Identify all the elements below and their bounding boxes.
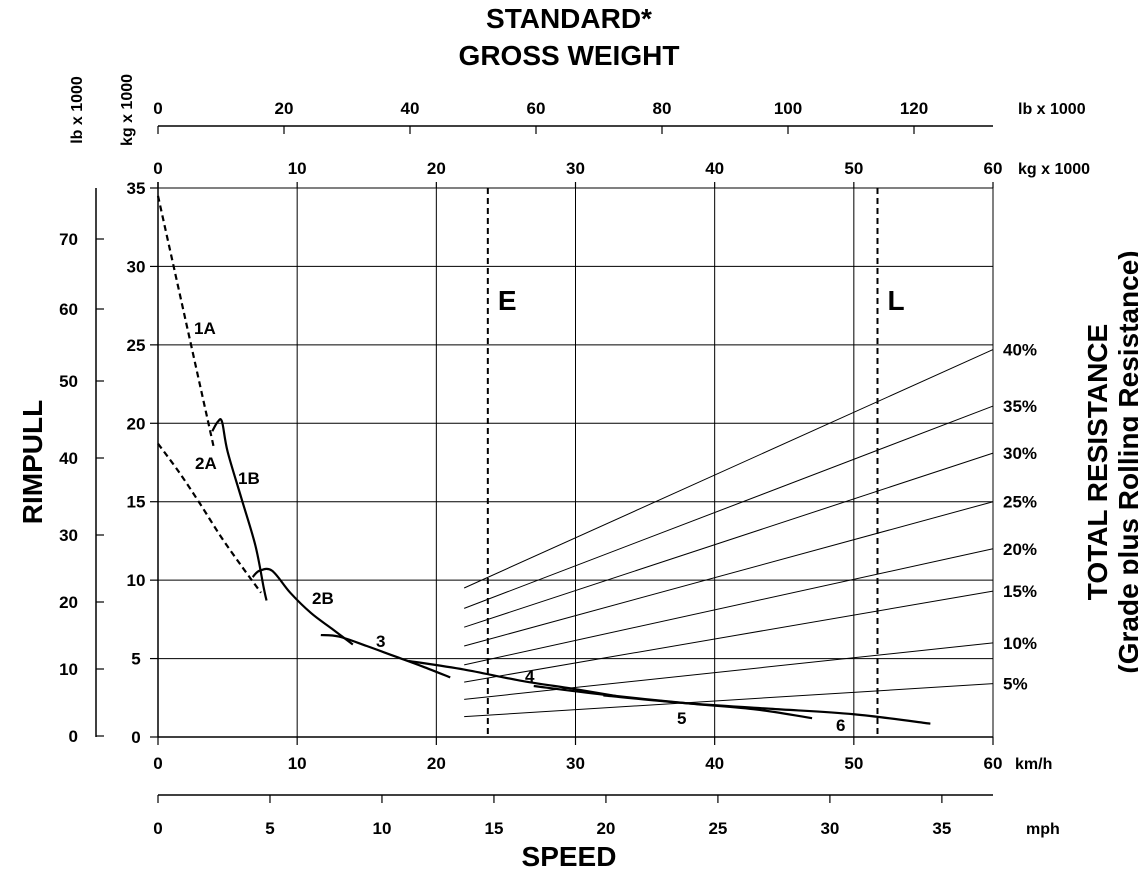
y-tick-lb: 40	[59, 449, 78, 468]
gear-curve-2A	[157, 443, 262, 594]
y-tick-lb: 60	[59, 300, 78, 319]
weight-tick-lb: 100	[774, 99, 802, 118]
resistance-label: 25%	[1003, 493, 1037, 512]
chart-title-line-2: GROSS WEIGHT	[459, 40, 680, 71]
chart-title-line-1: STANDARD*	[486, 3, 652, 34]
weight-tick-lb: 40	[401, 99, 420, 118]
resistance-line	[464, 590, 994, 683]
gear-curve-1B	[211, 418, 268, 601]
weight-tick-kg: 50	[844, 159, 863, 178]
x-tick-kmh: 40	[705, 754, 724, 773]
weight-tick-kg: 40	[705, 159, 724, 178]
y-tick-lb: 70	[59, 230, 78, 249]
right-axis-title-line-2: (Grade plus Rolling Resistance)	[1113, 250, 1138, 673]
gear-curve-3	[320, 633, 451, 679]
x-tick-kmh: 0	[153, 754, 162, 773]
resistance-lines: 40% 35% 30% 25% 20% 15% 10% 5%	[463, 341, 1037, 718]
y-tick-kg: 25	[127, 336, 146, 355]
y-tick-kg: 10	[127, 571, 146, 590]
gear-curve-4	[408, 659, 618, 698]
kg-unit-top-right: kg x 1000	[1018, 161, 1090, 178]
lb-unit-top-right: lb x 1000	[1018, 101, 1086, 118]
y-tick-kg: 5	[131, 650, 140, 669]
resistance-line	[464, 501, 994, 647]
resistance-line	[464, 452, 994, 628]
resistance-label: 5%	[1003, 675, 1028, 694]
chart-labels: STANDARD* GROSS WEIGHT SPEED RIMPULL TOT…	[17, 3, 1138, 872]
resistance-label: 30%	[1003, 444, 1037, 463]
x-tick-mph: 30	[820, 819, 839, 838]
gear-curve-1A	[156, 195, 215, 448]
gear-label: 1B	[238, 469, 260, 488]
resistance-label: 35%	[1003, 397, 1037, 416]
y-tick-lb: 30	[59, 526, 78, 545]
resistance-label: 10%	[1003, 634, 1037, 653]
gear-label: 2B	[312, 589, 334, 608]
gear-label: 6	[836, 716, 845, 735]
weight-marker-label: E	[498, 285, 517, 316]
resistance-line	[464, 683, 994, 718]
x-tick-mph: 35	[932, 819, 951, 838]
x-tick-kmh: 30	[566, 754, 585, 773]
resistance-label: 15%	[1003, 582, 1037, 601]
y-tick-lb: 50	[59, 372, 78, 391]
weight-tick-kg: 0	[153, 159, 162, 178]
lb-unit-left-vertical: lb x 1000	[69, 76, 86, 144]
x-tick-mph: 20	[596, 819, 615, 838]
y-tick-kg: 35	[127, 179, 146, 198]
weight-tick-lb: 80	[653, 99, 672, 118]
y-axis-title: RIMPULL	[17, 400, 48, 524]
right-axis-title-line-1: TOTAL RESISTANCE	[1082, 324, 1113, 600]
weight-tick-kg: 60	[984, 159, 1003, 178]
weight-tick-lb: 0	[153, 99, 162, 118]
x-tick-mph: 0	[153, 819, 162, 838]
y-tick-lb: 20	[59, 593, 78, 612]
y-tick-kg: 30	[127, 257, 146, 276]
x-tick-mph: 15	[484, 819, 503, 838]
weight-tick-lb: 60	[527, 99, 546, 118]
x-tick-kmh: 10	[288, 754, 307, 773]
gear-label: 5	[677, 709, 686, 728]
kmh-unit: km/h	[1015, 756, 1052, 773]
mph-unit: mph	[1026, 821, 1060, 838]
weight-marker-label: L	[887, 285, 904, 316]
y-tick-lb: 10	[59, 660, 78, 679]
weight-tick-kg: 20	[427, 159, 446, 178]
resistance-line	[463, 349, 994, 589]
resistance-line	[463, 405, 994, 609]
resistance-label: 40%	[1003, 341, 1037, 360]
x-tick-kmh: 60	[984, 754, 1003, 773]
y-tick-lb: 0	[69, 727, 78, 746]
gear-label: 2A	[195, 454, 217, 473]
y-tick-kg: 0	[131, 728, 140, 747]
weight-tick-lb: 120	[900, 99, 928, 118]
x-tick-mph: 5	[265, 819, 274, 838]
x-tick-mph: 10	[373, 819, 392, 838]
x-tick-kmh: 20	[427, 754, 446, 773]
kg-unit-left-vertical: kg x 1000	[119, 74, 136, 146]
gear-label: 3	[376, 632, 385, 651]
y-tick-kg: 20	[127, 414, 146, 433]
gear-curve-6	[603, 694, 931, 725]
y-tick-kg: 15	[127, 493, 146, 512]
x-axis-title: SPEED	[522, 841, 617, 872]
weight-tick-lb: 20	[275, 99, 294, 118]
gear-curves: 1A 1B 2A 2B 3 4 5 6	[156, 195, 931, 735]
resistance-line	[464, 548, 994, 666]
resistance-label: 20%	[1003, 540, 1037, 559]
x-tick-kmh: 50	[844, 754, 863, 773]
gear-label: 1A	[194, 319, 216, 338]
gear-label: 4	[525, 667, 535, 686]
weight-tick-kg: 10	[288, 159, 307, 178]
resistance-line	[464, 642, 994, 700]
grid-lines	[158, 187, 994, 737]
gear-curve-2B	[251, 567, 354, 646]
weight-tick-kg: 30	[566, 159, 585, 178]
x-tick-mph: 25	[708, 819, 727, 838]
